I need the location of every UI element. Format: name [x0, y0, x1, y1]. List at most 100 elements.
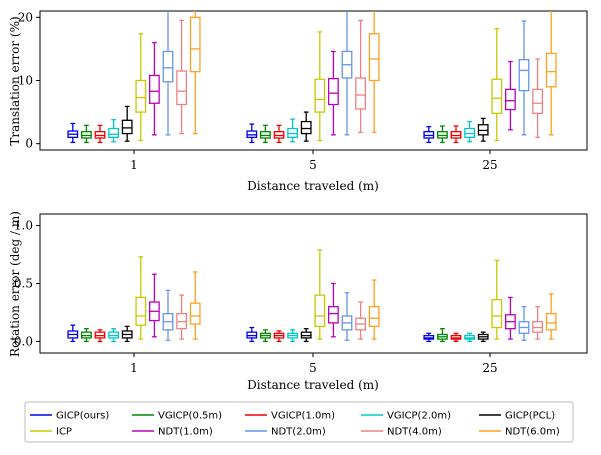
iqr-box — [532, 88, 543, 115]
y-tick-label: 0.5 — [14, 277, 33, 291]
box-GICP(ours) — [67, 122, 79, 144]
rotation-boxes — [67, 249, 557, 343]
legend-entry: NDT(6.0m) — [479, 427, 560, 438]
iqr-box — [314, 294, 326, 328]
box-NDT(6.0m) — [189, 11, 201, 135]
x-tick-label: 25 — [482, 361, 497, 375]
box-GICP(ours) — [67, 324, 79, 343]
box-NDT(2.0m) — [518, 20, 530, 136]
box-GICP(PCL) — [477, 117, 489, 142]
iqr-box — [491, 78, 503, 115]
box-VGICP(0.5m) — [259, 124, 271, 144]
legend-entry: VGICP(2.0m) — [361, 411, 451, 422]
rotation-y-ticks: 0.0 0.5 1.0 — [14, 219, 40, 348]
iqr-box — [545, 52, 557, 88]
box-ICP — [314, 249, 326, 340]
box-NDT(1.0m) — [327, 282, 339, 338]
legend-label: VGICP(1.0m) — [271, 411, 335, 422]
box-GICP(ours) — [423, 332, 435, 343]
box-NDT(6.0m) — [545, 11, 557, 136]
iqr-box — [135, 296, 147, 326]
iqr-box — [504, 88, 516, 111]
iqr-box — [368, 306, 380, 328]
box-NDT(6.0m) — [545, 293, 557, 340]
y-tick-label: 0 — [25, 137, 33, 151]
legend-label: VGICP(0.5m) — [158, 411, 222, 422]
x-tick-label: 5 — [309, 158, 317, 172]
translation-y-axis-label: Translation error (%) — [8, 16, 22, 145]
box-VGICP(2.0m) — [464, 332, 476, 343]
box-VGICP(2.0m) — [287, 118, 299, 143]
iqr-box — [491, 299, 503, 329]
y-tick-label: 0.0 — [14, 334, 33, 348]
box-NDT(4.0m) — [355, 19, 367, 133]
legend-label: ICP — [56, 427, 72, 438]
iqr-box — [327, 306, 339, 324]
box-NDT(6.0m) — [368, 11, 380, 133]
box-NDT(6.0m) — [368, 279, 380, 340]
x-tick-label: 1 — [130, 158, 138, 172]
legend-entry: VGICP(0.5m) — [132, 411, 222, 422]
legend-label: NDT(1.0m) — [158, 427, 213, 438]
box-GICP(ours) — [246, 123, 258, 144]
box-VGICP(0.5m) — [436, 125, 448, 144]
iqr-box — [176, 70, 188, 106]
translation-boxes — [67, 11, 557, 144]
iqr-box — [189, 16, 201, 73]
box-NDT(4.0m) — [532, 306, 543, 340]
legend-entry: GICP(ours) — [30, 411, 109, 422]
box-VGICP(0.5m) — [81, 328, 92, 343]
rotation-y-axis-label: Rotation error (deg / m) — [8, 211, 22, 357]
box-GICP(PCL) — [121, 105, 133, 142]
translation-x-axis-label: Distance traveled (m) — [247, 179, 379, 193]
box-NDT(1.0m) — [148, 273, 160, 338]
box-NDT(6.0m) — [189, 271, 201, 340]
box-GICP(PCL) — [477, 331, 489, 343]
box-NDT(1.0m) — [504, 296, 516, 340]
box-VGICP(1.0m) — [273, 124, 285, 144]
legend-entry: NDT(2.0m) — [245, 427, 326, 438]
box-VGICP(2.0m) — [287, 329, 299, 343]
rotation-error-chart: 0.00.51.0 1 5 25 Distance traveled (m) Rot… — [8, 211, 588, 392]
y-tick-label: 20 — [18, 10, 33, 24]
box-GICP(PCL) — [121, 325, 133, 343]
iqr-box — [327, 77, 339, 106]
iqr-box — [518, 59, 530, 92]
iqr-box — [300, 120, 312, 135]
x-tick-label: 1 — [130, 361, 138, 375]
translation-x-ticks: 1 5 25 — [130, 150, 498, 172]
legend-label: NDT(4.0m) — [387, 427, 442, 438]
box-NDT(4.0m) — [176, 19, 188, 135]
box-ICP — [135, 256, 147, 340]
box-NDT(2.0m) — [341, 11, 353, 136]
iqr-box — [189, 302, 201, 325]
box-NDT(2.0m) — [518, 306, 530, 341]
box-VGICP(2.0m) — [108, 328, 119, 343]
y-tick-label: 10 — [18, 74, 33, 88]
iqr-box — [368, 33, 380, 82]
iqr-box — [108, 127, 119, 139]
rotation-x-ticks: 1 5 25 — [130, 353, 498, 375]
rotation-x-axis-label: Distance traveled (m) — [247, 378, 379, 392]
box-VGICP(1.0m) — [273, 330, 285, 343]
box-GICP(PCL) — [300, 111, 312, 142]
box-NDT(4.0m) — [532, 58, 543, 139]
legend-entries: GICP(ours) VGICP(0.5m) VGICP(1.0m) VGICP(2.… — [30, 411, 560, 438]
box-GICP(ours) — [246, 326, 258, 343]
legend-label: VGICP(2.0m) — [387, 411, 451, 422]
iqr-box — [314, 78, 326, 113]
box-VGICP(1.0m) — [94, 329, 106, 343]
box-VGICP(1.0m) — [450, 125, 462, 144]
legend-label: NDT(2.0m) — [271, 427, 326, 438]
box-GICP(ours) — [423, 125, 435, 144]
box-ICP — [491, 28, 503, 142]
box-VGICP(0.5m) — [436, 328, 448, 343]
box-NDT(1.0m) — [148, 41, 160, 136]
legend-entry: NDT(1.0m) — [132, 427, 213, 438]
legend-entry: NDT(4.0m) — [361, 427, 442, 438]
legend-entry: VGICP(1.0m) — [245, 411, 335, 422]
box-VGICP(1.0m) — [450, 332, 462, 343]
box-VGICP(0.5m) — [81, 124, 92, 144]
box-NDT(4.0m) — [355, 301, 367, 340]
